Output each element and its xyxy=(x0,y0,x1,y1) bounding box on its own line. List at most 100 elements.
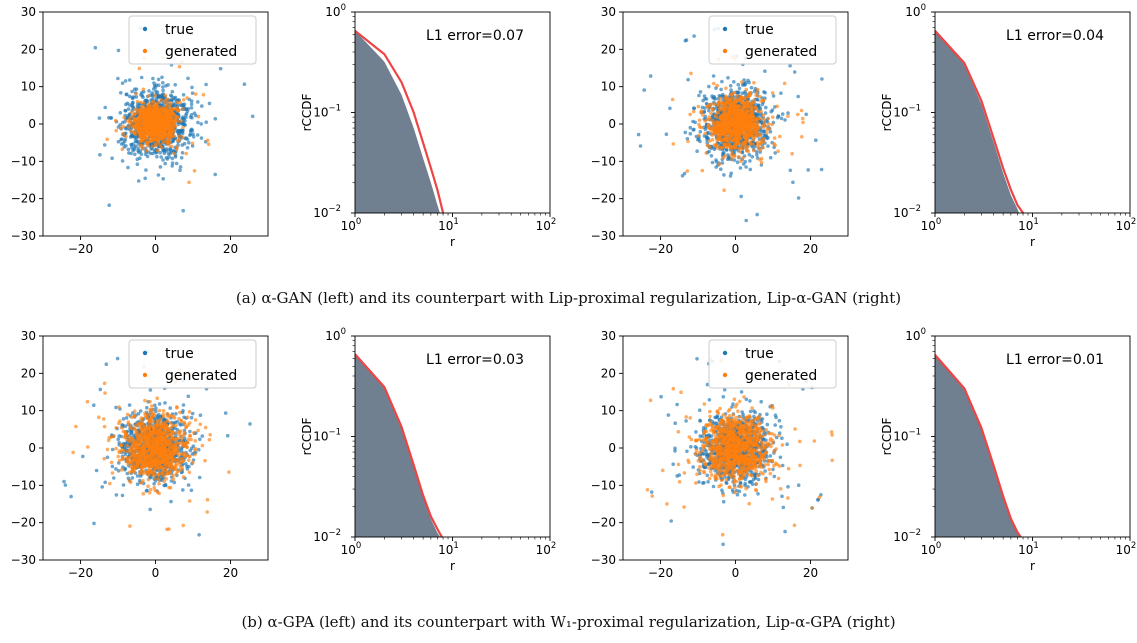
true-point xyxy=(186,483,191,487)
true-point xyxy=(130,104,134,108)
true-point xyxy=(117,434,121,438)
true-point xyxy=(123,424,128,429)
true-point xyxy=(704,97,709,101)
true-point xyxy=(163,482,168,487)
generated-point xyxy=(722,119,726,123)
true-point xyxy=(137,150,141,155)
generated-point xyxy=(147,112,151,117)
true-point xyxy=(62,479,66,484)
true-point xyxy=(698,90,703,94)
y-tick-label: −30 xyxy=(11,229,36,243)
generated-point xyxy=(157,131,162,136)
generated-point xyxy=(736,141,740,145)
generated-point xyxy=(151,134,155,138)
true-point xyxy=(189,99,194,103)
generated-point xyxy=(167,125,171,129)
legend-label: true xyxy=(745,22,774,38)
true-point xyxy=(213,172,217,177)
generated-point xyxy=(141,109,145,113)
generated-point xyxy=(169,144,174,149)
generated-point xyxy=(155,131,159,135)
legend-label: generated xyxy=(745,44,817,60)
x-tick-label: 101 xyxy=(438,217,459,233)
true-point xyxy=(182,141,187,146)
generated-point xyxy=(765,131,769,135)
generated-point xyxy=(730,157,734,161)
generated-point xyxy=(716,137,721,142)
generated-point xyxy=(750,107,754,112)
generated-point xyxy=(733,131,738,136)
generated-point xyxy=(154,117,158,122)
generated-point xyxy=(786,114,790,118)
generated-point xyxy=(743,123,748,127)
generated-point xyxy=(726,96,730,101)
true-point xyxy=(191,444,196,449)
generated-point xyxy=(734,135,738,139)
true-point xyxy=(198,437,202,442)
generated-point xyxy=(181,98,186,102)
true-point xyxy=(161,177,165,181)
true-point xyxy=(688,125,693,130)
generated-point xyxy=(755,90,759,95)
y-tick-label: 30 xyxy=(601,5,616,19)
x-tick-label: 100 xyxy=(341,217,362,233)
true-point xyxy=(763,69,767,73)
true-point xyxy=(130,133,134,138)
generated-point xyxy=(754,125,758,130)
true-point xyxy=(173,83,177,87)
generated-point xyxy=(782,81,787,86)
generated-point xyxy=(167,101,172,105)
true-point xyxy=(722,173,726,177)
generated-point xyxy=(720,101,724,106)
generated-point xyxy=(133,112,137,116)
generated-point xyxy=(152,108,157,113)
generated-point xyxy=(113,118,118,123)
generated-point xyxy=(161,474,165,478)
generated-point xyxy=(688,112,692,117)
generated-point xyxy=(132,409,137,414)
generated-point xyxy=(733,145,737,149)
true-point xyxy=(133,136,137,140)
generated-point xyxy=(145,129,150,134)
y-tick-label: −20 xyxy=(11,192,36,206)
generated-point xyxy=(770,91,775,95)
generated-point xyxy=(146,94,151,98)
generated-point xyxy=(710,137,715,142)
generated-point xyxy=(699,109,704,113)
generated-ccdf-line xyxy=(355,29,445,213)
true-point xyxy=(189,488,194,493)
true-point xyxy=(181,128,185,133)
generated-point xyxy=(162,135,166,139)
true-point xyxy=(169,98,173,102)
true-point xyxy=(152,416,157,421)
true-point xyxy=(178,165,183,169)
generated-point xyxy=(733,100,738,104)
generated-point xyxy=(730,91,735,96)
generated-point xyxy=(155,148,160,153)
generated-point xyxy=(712,121,716,126)
true-point xyxy=(779,91,783,95)
true-point xyxy=(709,154,714,158)
generated-point xyxy=(701,113,705,117)
true-point xyxy=(150,91,154,95)
true-point xyxy=(711,74,716,78)
generated-point xyxy=(685,169,690,173)
true-point xyxy=(223,411,228,415)
generated-point xyxy=(141,87,146,92)
generated-point xyxy=(163,93,168,98)
true-point xyxy=(636,132,641,137)
true-point xyxy=(746,78,750,83)
true-point xyxy=(110,464,115,469)
true-point xyxy=(93,45,98,50)
legend-box xyxy=(128,15,257,65)
true-point xyxy=(187,140,191,145)
generated-point xyxy=(157,477,161,482)
true-point xyxy=(131,100,135,105)
true-point xyxy=(796,196,801,200)
true-point xyxy=(143,152,148,157)
true-point xyxy=(132,95,136,99)
generated-point xyxy=(757,126,761,131)
true-point xyxy=(179,156,184,160)
generated-point xyxy=(697,118,702,122)
true-point xyxy=(697,137,701,141)
